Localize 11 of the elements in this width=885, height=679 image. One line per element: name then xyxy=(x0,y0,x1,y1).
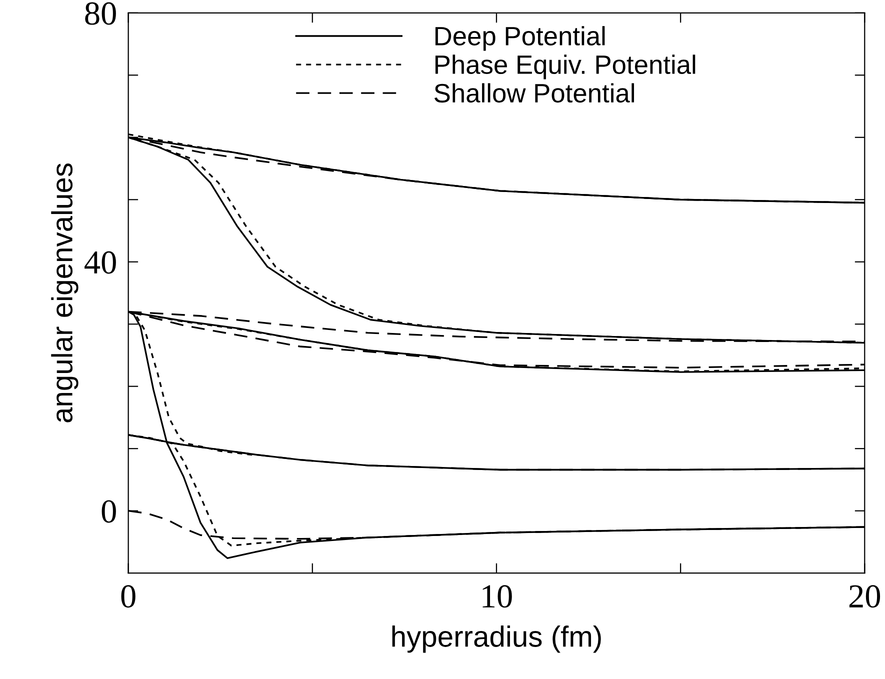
legend-label: Phase Equiv. Potential xyxy=(435,54,696,80)
legend-label: Deep Potential xyxy=(435,26,605,51)
x-tick-label: 0 xyxy=(121,585,136,608)
x-tick-label: 20 xyxy=(849,585,880,608)
y-tick-label: 0 xyxy=(102,500,116,523)
legend-label: Shallow Potential xyxy=(434,83,634,103)
y-tick-label: 40 xyxy=(84,251,116,274)
y-axis-title: angular eigenvalues xyxy=(51,163,78,422)
x-axis-title: hyperradius (fm) xyxy=(392,626,601,653)
y-tick-label: 80 xyxy=(85,2,116,25)
x-tick-label: 10 xyxy=(482,585,512,608)
